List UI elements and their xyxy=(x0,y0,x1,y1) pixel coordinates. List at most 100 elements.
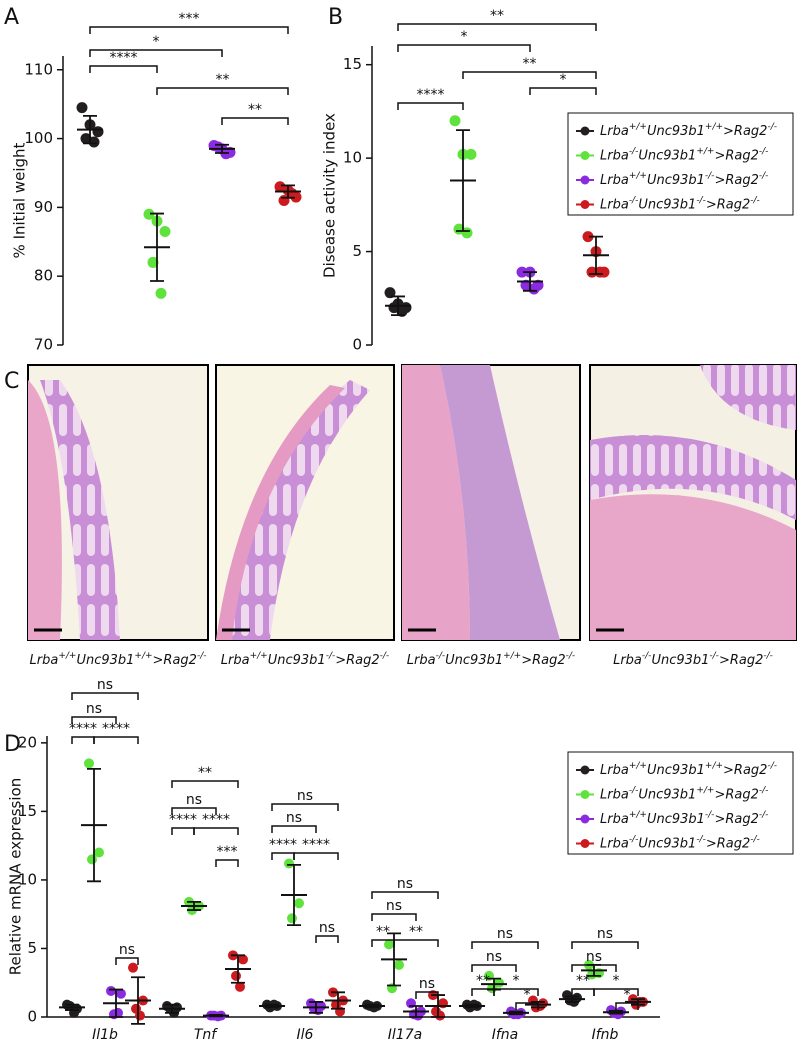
error-bar xyxy=(215,143,229,154)
legend-label: Lrba-/-Unc93b1+/+>Rag2-/- xyxy=(600,785,768,802)
significance-bracket xyxy=(371,891,439,899)
y-tick-label: 15 xyxy=(343,55,362,73)
error-bar xyxy=(87,767,101,883)
tissue xyxy=(700,365,796,430)
significance-label: ns xyxy=(297,788,313,804)
data-point xyxy=(76,102,88,114)
data-point xyxy=(143,208,155,220)
legend-marker xyxy=(580,814,590,824)
significance-bracket xyxy=(93,736,139,744)
legend-marker xyxy=(580,200,590,209)
significance-label: ** xyxy=(576,973,590,989)
tissue xyxy=(590,435,796,520)
tissue xyxy=(28,380,62,640)
significance-label: ns xyxy=(86,701,102,717)
significance-bracket xyxy=(462,71,597,79)
legend-box xyxy=(567,751,794,855)
y-tick-label: 5 xyxy=(27,939,37,957)
y-tick-label: 10 xyxy=(343,149,362,167)
error-bar xyxy=(131,976,145,1025)
data-point xyxy=(135,1010,145,1021)
significance-bracket xyxy=(271,825,317,833)
significance-bracket xyxy=(615,1002,639,1010)
significance-bracket xyxy=(71,692,139,700)
data-point xyxy=(147,256,159,268)
error-bar xyxy=(565,995,579,1003)
legend-marker xyxy=(580,175,590,185)
y-tick-label: 10 xyxy=(18,870,37,888)
significance-label: ** xyxy=(198,765,212,781)
error-bar xyxy=(83,114,97,145)
error-bar xyxy=(287,863,301,927)
significance-bracket xyxy=(115,957,139,965)
significance-bracket xyxy=(71,736,95,744)
error-bar xyxy=(150,212,164,282)
data-point xyxy=(238,954,248,965)
significance-bracket xyxy=(315,935,339,943)
y-tick-label: 5 xyxy=(352,242,362,260)
data-point xyxy=(231,970,241,981)
error-bar xyxy=(465,1003,479,1009)
significance-label: ns xyxy=(419,976,435,992)
y-tick-label: 90 xyxy=(34,198,53,216)
significance-label: ** xyxy=(376,924,390,940)
significance-label: **** xyxy=(169,812,197,828)
legend-marker xyxy=(580,839,590,848)
data-point xyxy=(449,115,461,127)
error-bar xyxy=(165,1003,179,1014)
legend-label: Lrba+/+Unc93b1-/->Rag2-/- xyxy=(600,810,768,827)
significance-bracket xyxy=(221,117,289,125)
data-point xyxy=(87,854,97,865)
data-point xyxy=(284,858,294,869)
significance-label: * xyxy=(624,987,631,1003)
significance-bracket xyxy=(571,941,639,949)
significance-bracket xyxy=(193,827,239,835)
data-point xyxy=(287,913,297,924)
error-bar xyxy=(281,184,295,199)
significance-label: ns xyxy=(119,942,135,958)
legend-marker xyxy=(580,126,590,136)
data-point xyxy=(465,148,477,160)
x-tick-label: Il1b xyxy=(92,1027,118,1043)
y-tick-label: 70 xyxy=(34,336,53,354)
error-bar xyxy=(309,1001,323,1014)
data-point xyxy=(384,939,394,950)
error-bar xyxy=(331,991,345,1010)
significance-bracket xyxy=(397,44,531,52)
image-caption: Lrba-/-Unc93b1-/->Rag2-/- xyxy=(613,651,773,668)
data-point xyxy=(516,266,528,278)
significance-label: * xyxy=(613,973,620,989)
significance-bracket xyxy=(171,827,195,835)
y-axis-label: Disease activity index xyxy=(321,113,339,278)
tissue xyxy=(216,380,370,640)
data-point xyxy=(384,287,396,299)
significance-label: ns xyxy=(386,898,402,914)
panel-label: B xyxy=(328,5,343,30)
y-axis-label: Relative mRNA expression xyxy=(7,778,25,975)
x-tick-label: Ifnb xyxy=(592,1027,619,1043)
significance-label: * xyxy=(153,34,160,50)
significance-label: ns xyxy=(186,792,202,808)
tissue xyxy=(40,380,120,640)
significance-bracket xyxy=(529,87,597,95)
error-bar xyxy=(509,1010,523,1016)
x-tick-label: Tnf xyxy=(194,1027,218,1043)
y-tick-label: 80 xyxy=(34,267,53,285)
significance-label: ** xyxy=(523,56,537,72)
data-point xyxy=(116,988,126,999)
legend-label: Lrba-/-Unc93b1-/->Rag2-/- xyxy=(600,834,760,851)
significance-label: * xyxy=(524,987,531,1003)
significance-bracket xyxy=(415,991,439,999)
y-tick-label: 0 xyxy=(27,1008,37,1026)
significance-bracket xyxy=(156,87,289,95)
legend-label: Lrba-/-Unc93b1-/->Rag2-/- xyxy=(600,195,760,212)
error-bar xyxy=(209,1014,223,1018)
x-tick-label: Il17a xyxy=(388,1027,422,1043)
panel-label: C xyxy=(4,369,19,394)
image-caption: Lrba+/+Unc93b1+/+>Rag2-/- xyxy=(30,651,207,668)
legend-label: Lrba+/+Unc93b1+/+>Rag2-/- xyxy=(600,761,777,778)
significance-bracket xyxy=(89,49,223,57)
x-tick-label: Ifna xyxy=(492,1027,519,1043)
significance-bracket xyxy=(271,803,339,811)
